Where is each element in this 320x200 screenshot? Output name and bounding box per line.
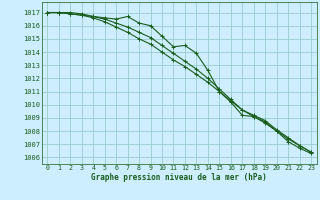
X-axis label: Graphe pression niveau de la mer (hPa): Graphe pression niveau de la mer (hPa) [91, 173, 267, 182]
